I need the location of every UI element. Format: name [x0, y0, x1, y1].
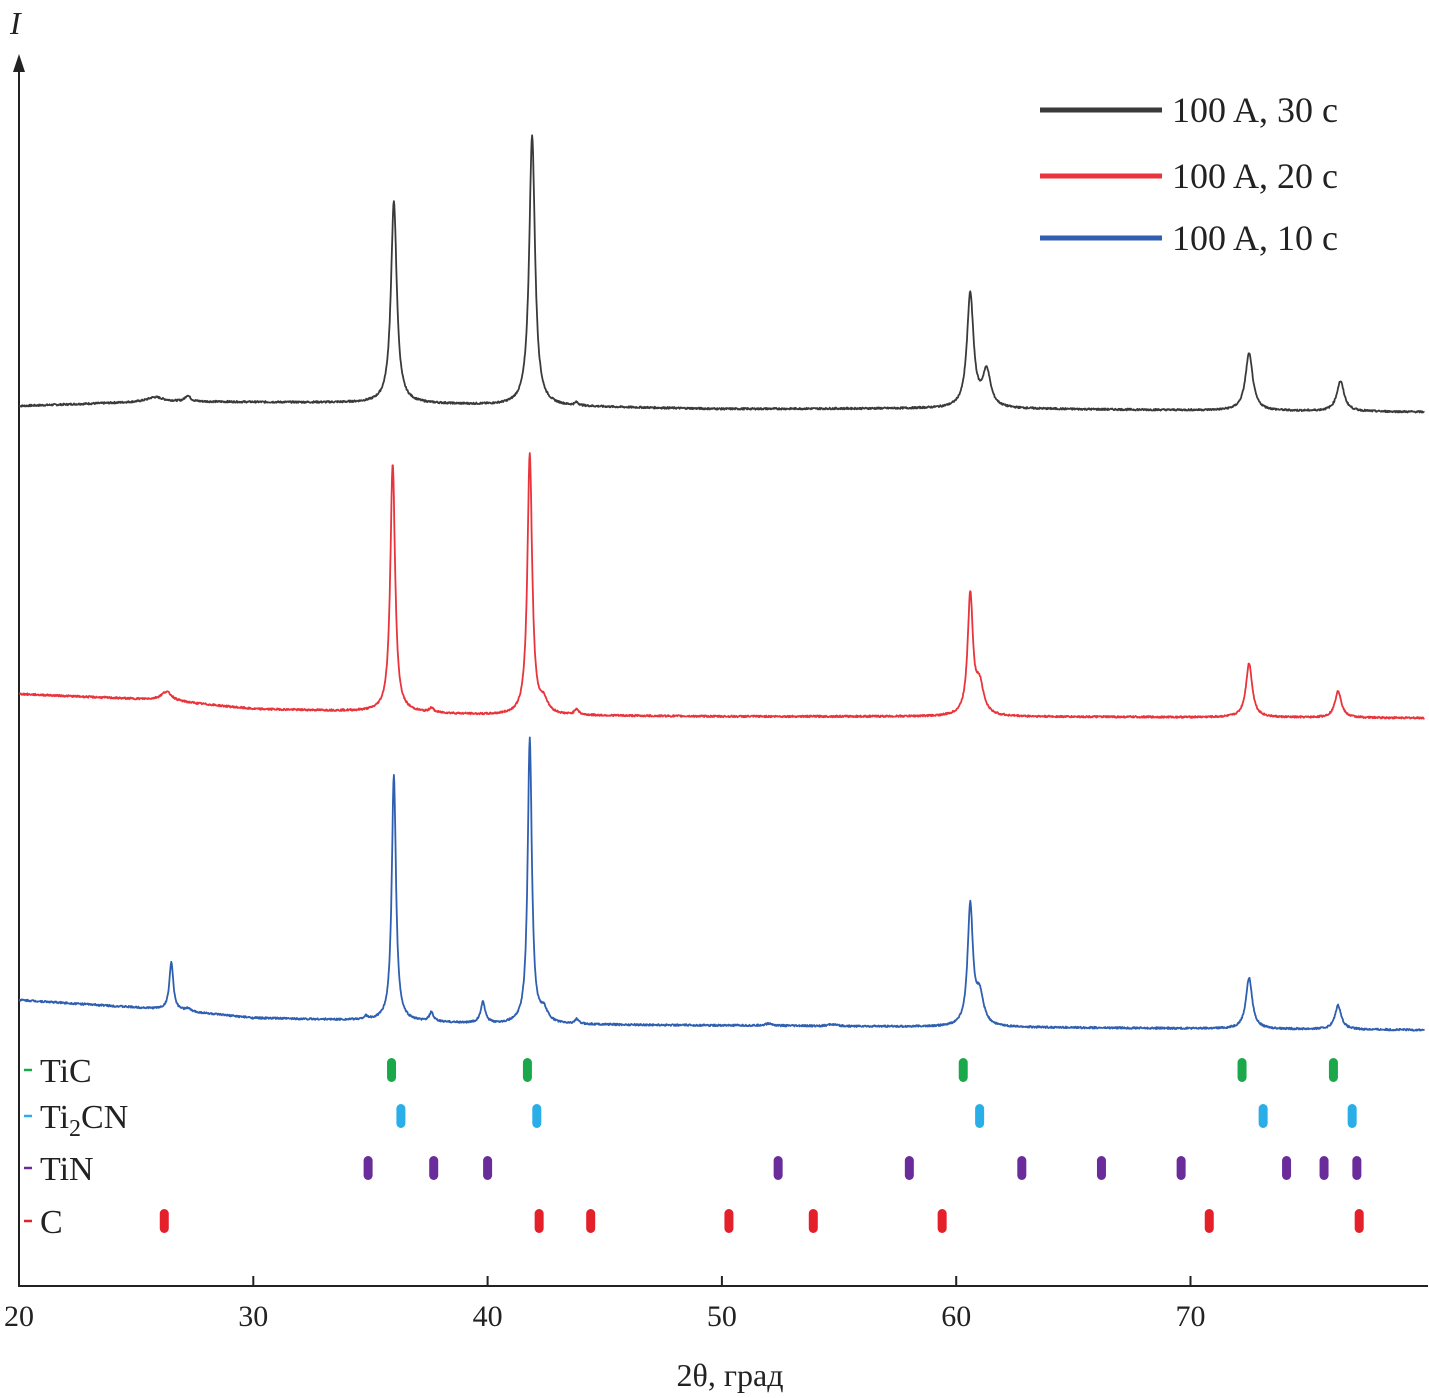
phase-label-3: TiN — [40, 1151, 94, 1188]
phase-marker-1-4 — [1237, 1058, 1247, 1082]
reference-phases: TiC Ti2CN TiN C — [24, 1053, 1364, 1241]
phase-label-2: Ti2CN — [40, 1099, 128, 1142]
legend-label-3: 100 A, 10 c — [1172, 218, 1338, 258]
series-line-1 — [18, 134, 1425, 414]
phase-marker-4-8 — [1354, 1209, 1364, 1233]
phase-marker-1-2 — [522, 1058, 532, 1082]
phase-marker-3-5 — [904, 1156, 914, 1180]
phase-marker-3-1 — [363, 1156, 373, 1180]
phase-marker-2-2 — [532, 1104, 542, 1128]
phase-marker-4-6 — [937, 1209, 947, 1233]
phase-label-4: C — [40, 1204, 63, 1241]
x-tick-label-30: 30 — [238, 1300, 268, 1333]
series-layer — [18, 134, 1426, 1032]
phase-marker-1-3 — [958, 1058, 968, 1082]
phase-marker-3-9 — [1282, 1156, 1292, 1180]
phase-marker-3-6 — [1017, 1156, 1027, 1180]
phase-marker-4-1 — [159, 1209, 169, 1233]
x-tick-label-40: 40 — [473, 1300, 503, 1333]
phase-marker-3-7 — [1096, 1156, 1106, 1180]
series-line-3 — [18, 736, 1426, 1032]
phase-marker-3-3 — [483, 1156, 493, 1180]
phase-marker-1-1 — [387, 1058, 397, 1082]
series-line-2 — [18, 452, 1426, 720]
x-tick-label-50: 50 — [707, 1300, 737, 1333]
phase-marker-1-5 — [1328, 1058, 1338, 1082]
phase-marker-4-5 — [808, 1209, 818, 1233]
legend-label-2: 100 A, 20 c — [1172, 156, 1338, 196]
y-axis-label: I — [9, 5, 22, 41]
x-ticks: 20 30 40 50 60 70 — [4, 1276, 1206, 1333]
phase-marker-2-4 — [1258, 1104, 1268, 1128]
phase-marker-4-4 — [724, 1209, 734, 1233]
phase-marker-3-11 — [1352, 1156, 1362, 1180]
phase-marker-4-7 — [1204, 1209, 1214, 1233]
phase-marker-2-1 — [396, 1104, 406, 1128]
x-axis-label: 2θ, град — [677, 1357, 784, 1393]
x-tick-label-70: 70 — [1176, 1300, 1206, 1333]
x-tick-label-60: 60 — [941, 1300, 971, 1333]
phase-marker-3-8 — [1176, 1156, 1186, 1180]
phase-marker-3-10 — [1319, 1156, 1329, 1180]
phase-marker-2-5 — [1347, 1104, 1357, 1128]
x-tick-label-20: 20 — [4, 1300, 34, 1333]
phase-marker-3-4 — [773, 1156, 783, 1180]
phase-marker-3-2 — [429, 1156, 439, 1180]
legend: 100 A, 30 c 100 A, 20 c 100 A, 10 c — [1040, 90, 1338, 258]
legend-label-1: 100 A, 30 c — [1172, 90, 1338, 130]
phase-marker-2-3 — [975, 1104, 985, 1128]
y-axis-arrow — [13, 54, 25, 72]
phase-marker-4-3 — [586, 1209, 596, 1233]
phase-label-1: TiC — [40, 1053, 92, 1090]
phase-marker-4-2 — [534, 1209, 544, 1233]
